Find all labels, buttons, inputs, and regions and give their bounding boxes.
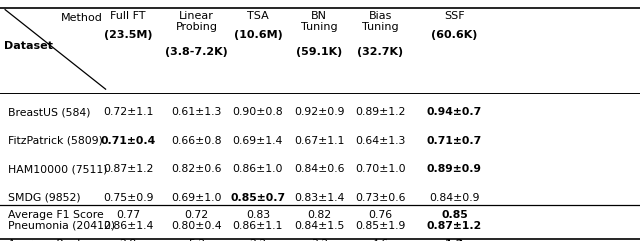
Text: 0.84±0.9: 0.84±0.9	[429, 193, 479, 202]
Text: 0.76: 0.76	[368, 210, 392, 220]
Text: Pneumonia (20412): Pneumonia (20412)	[8, 221, 115, 231]
Text: 0.85±0.7: 0.85±0.7	[230, 193, 285, 202]
Text: BreastUS (584): BreastUS (584)	[8, 107, 90, 117]
Text: Average F1 Score: Average F1 Score	[8, 210, 104, 220]
Text: (23.5M): (23.5M)	[104, 30, 152, 40]
Text: 0.94±0.7: 0.94±0.7	[427, 107, 482, 117]
Text: 0.61±1.3: 0.61±1.3	[172, 107, 221, 117]
Text: Linear
Probing: Linear Probing	[175, 11, 218, 33]
Text: BN
Tuning: BN Tuning	[301, 11, 338, 33]
Text: Bias
Tuning: Bias Tuning	[362, 11, 399, 33]
Text: 0.72±1.1: 0.72±1.1	[103, 107, 153, 117]
Text: 0.80±0.4: 0.80±0.4	[171, 221, 222, 231]
Text: Average Rank: Average Rank	[8, 239, 83, 241]
Text: 0.89±0.9: 0.89±0.9	[427, 164, 482, 174]
Text: 0.86±1.4: 0.86±1.4	[103, 221, 153, 231]
Text: HAM10000 (7511): HAM10000 (7511)	[8, 164, 107, 174]
Text: 0.84±1.5: 0.84±1.5	[294, 221, 344, 231]
Text: 4.6: 4.6	[372, 239, 388, 241]
Text: 0.66±0.8: 0.66±0.8	[172, 136, 221, 146]
Text: SMDG (9852): SMDG (9852)	[8, 193, 80, 202]
Text: (3.8-7.2K): (3.8-7.2K)	[165, 47, 228, 57]
Text: 0.89±1.2: 0.89±1.2	[355, 107, 405, 117]
Text: 2.2: 2.2	[250, 239, 266, 241]
Text: 0.64±1.3: 0.64±1.3	[355, 136, 405, 146]
Text: 0.82: 0.82	[307, 210, 332, 220]
Text: 0.67±1.1: 0.67±1.1	[294, 136, 344, 146]
Text: Full FT: Full FT	[110, 11, 146, 21]
Text: 0.69±1.0: 0.69±1.0	[172, 193, 221, 202]
Text: 0.72: 0.72	[184, 210, 209, 220]
Text: 0.83: 0.83	[246, 210, 270, 220]
Text: 0.87±1.2: 0.87±1.2	[103, 164, 153, 174]
Text: 1.2: 1.2	[445, 239, 464, 241]
Text: (32.7K): (32.7K)	[357, 47, 403, 57]
Text: 0.70±1.0: 0.70±1.0	[355, 164, 406, 174]
Text: 0.85±1.9: 0.85±1.9	[355, 221, 405, 231]
Text: 0.90±0.8: 0.90±0.8	[232, 107, 284, 117]
Text: 0.87±1.2: 0.87±1.2	[427, 221, 482, 231]
Text: 0.73±0.6: 0.73±0.6	[355, 193, 405, 202]
Text: 0.86±1.1: 0.86±1.1	[233, 221, 283, 231]
Text: 0.77: 0.77	[116, 210, 140, 220]
Text: 0.71±0.4: 0.71±0.4	[100, 136, 156, 146]
Text: 0.75±0.9: 0.75±0.9	[103, 193, 153, 202]
Text: 5.2: 5.2	[188, 239, 205, 241]
Text: FitzPatrick (5809): FitzPatrick (5809)	[8, 136, 102, 146]
Text: SSF: SSF	[444, 11, 465, 21]
Text: 2.8: 2.8	[120, 239, 136, 241]
Text: 0.85: 0.85	[441, 210, 468, 220]
Text: (60.6K): (60.6K)	[431, 30, 477, 40]
Text: (10.6M): (10.6M)	[234, 30, 282, 40]
Text: Method: Method	[61, 13, 102, 23]
Text: 0.92±0.9: 0.92±0.9	[294, 107, 344, 117]
Text: 0.84±0.6: 0.84±0.6	[294, 164, 344, 174]
Text: 0.86±1.0: 0.86±1.0	[233, 164, 283, 174]
Text: 3.2: 3.2	[311, 239, 328, 241]
Text: 0.71±0.7: 0.71±0.7	[427, 136, 482, 146]
Text: Dataset: Dataset	[4, 41, 53, 51]
Text: 0.82±0.6: 0.82±0.6	[172, 164, 221, 174]
Text: (59.1K): (59.1K)	[296, 47, 342, 57]
Text: 0.83±1.4: 0.83±1.4	[294, 193, 344, 202]
Text: TSA: TSA	[247, 11, 269, 21]
Text: 0.69±1.4: 0.69±1.4	[233, 136, 283, 146]
